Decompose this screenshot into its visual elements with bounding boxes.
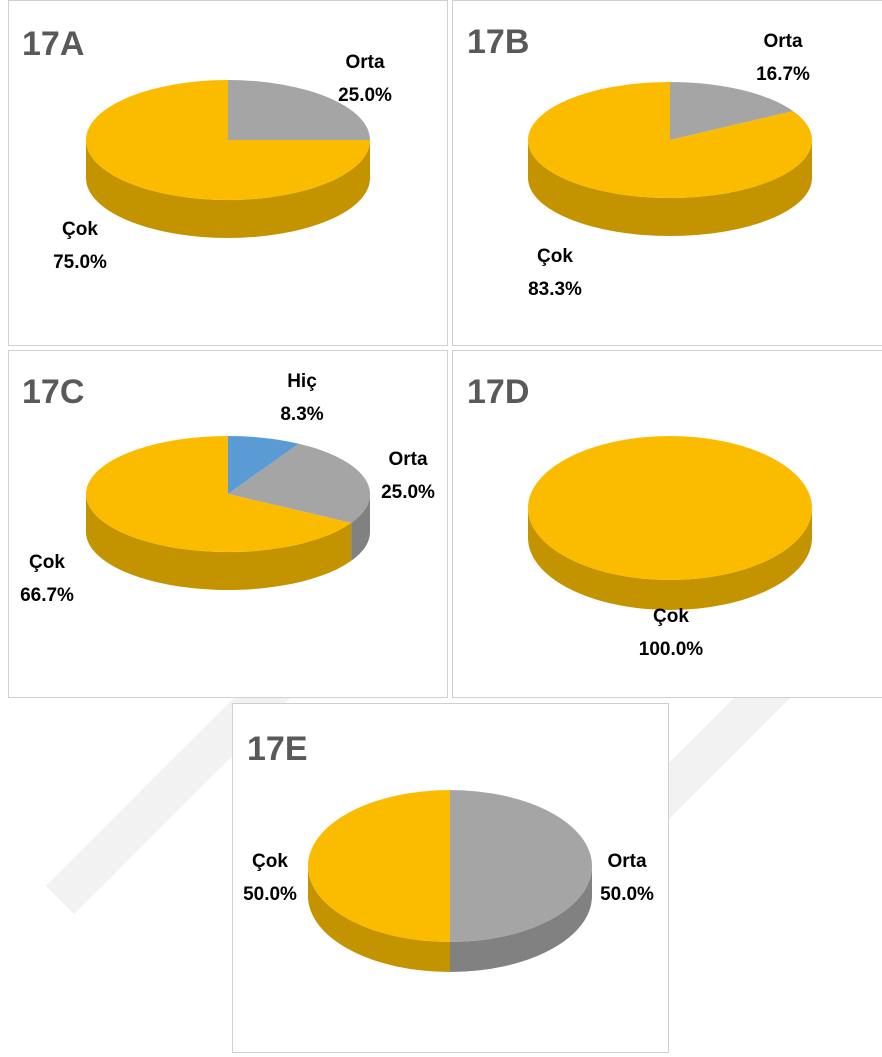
slice-value: 8.3% [280,404,323,425]
pie-slice [228,436,299,494]
slice-category: Çok [29,552,65,573]
slice-category: Orta [345,52,385,73]
slice-category: Çok [653,606,689,627]
slice-value: 83.3% [528,279,582,300]
pie-side [86,494,352,590]
slice-category: Orta [607,851,647,872]
chart-title: 17A [22,25,84,63]
pie-side [528,508,812,610]
chart-title: 17B [467,23,529,61]
pie-slice [228,80,370,140]
slice-value: 16.7% [756,64,810,85]
pie-slice [308,790,450,942]
pie-slice [450,790,592,942]
pie-side [528,140,812,236]
slice-value: 25.0% [338,85,392,106]
pie-slice [670,82,794,140]
pie-slice [85,436,352,552]
slice-category: Orta [388,449,428,470]
pie-side [86,140,370,238]
slice-category: Çok [62,219,98,240]
pie-slice [228,443,370,523]
slice-category: Orta [763,31,803,52]
slice-value: 66.7% [20,585,74,606]
slice-category: Çok [537,246,573,267]
pie-slice [86,80,370,200]
chart-title: 17D [467,373,529,411]
slice-value: 50.0% [600,884,654,905]
pie-slice [528,436,812,580]
pie-slice [527,82,812,198]
slice-value: 75.0% [53,252,107,273]
chart-title: 17C [22,373,84,411]
slice-value: 25.0% [381,482,435,503]
chart-title: 17E [247,730,308,768]
slice-value: 100.0% [639,639,704,660]
slice-category: Çok [252,851,288,872]
slice-category: Hiç [287,371,317,392]
pie-side [450,866,592,972]
pie-side [308,866,450,972]
slice-value: 50.0% [243,884,297,905]
pie-side [351,494,370,561]
